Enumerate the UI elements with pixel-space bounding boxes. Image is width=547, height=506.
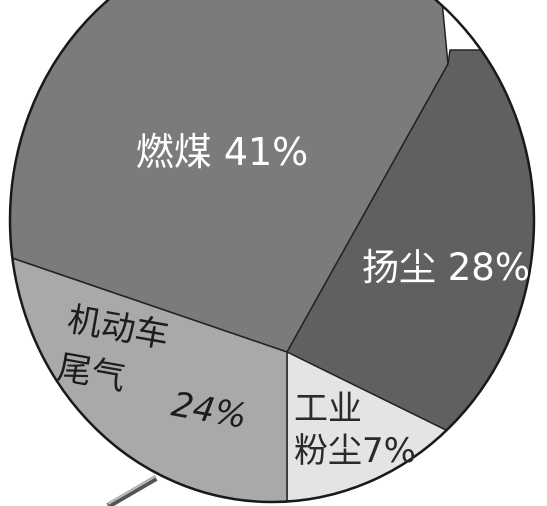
slice-label-industrial-dust: 工业 粉尘7% <box>294 389 416 471</box>
slice-value-text: 41% <box>224 130 308 174</box>
svg-text:扬尘 28%: 扬尘 28% <box>362 246 530 289</box>
svg-text:燃煤 41%: 燃煤 41% <box>136 130 309 174</box>
slice-label-dust: 扬尘 28% <box>362 246 530 289</box>
slice-value-text: 28% <box>448 246 530 289</box>
pie-outline <box>8 0 536 504</box>
slice-label-text: 燃煤 <box>136 130 212 174</box>
slice-label-text: 扬尘 <box>362 246 436 289</box>
slice-value-text: 7% <box>362 431 416 471</box>
pointer-rod <box>106 475 158 506</box>
pointer-rod-highlight <box>107 475 157 505</box>
slice-label-line-2: 粉尘 <box>294 431 362 471</box>
slice-label-line-1: 工业 <box>294 389 362 429</box>
slice-label-coal: 燃煤 41% <box>136 130 309 174</box>
svg-text:粉尘7%: 粉尘7% <box>294 431 416 471</box>
